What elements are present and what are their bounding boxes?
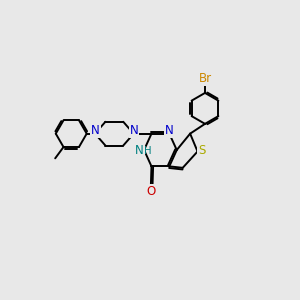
Text: H: H — [145, 146, 152, 157]
Text: N: N — [91, 124, 100, 137]
Text: S: S — [198, 144, 206, 158]
Text: Br: Br — [198, 72, 212, 85]
Text: N: N — [165, 124, 174, 137]
Text: O: O — [146, 185, 155, 198]
Text: N: N — [135, 143, 144, 157]
Text: N: N — [130, 124, 138, 137]
